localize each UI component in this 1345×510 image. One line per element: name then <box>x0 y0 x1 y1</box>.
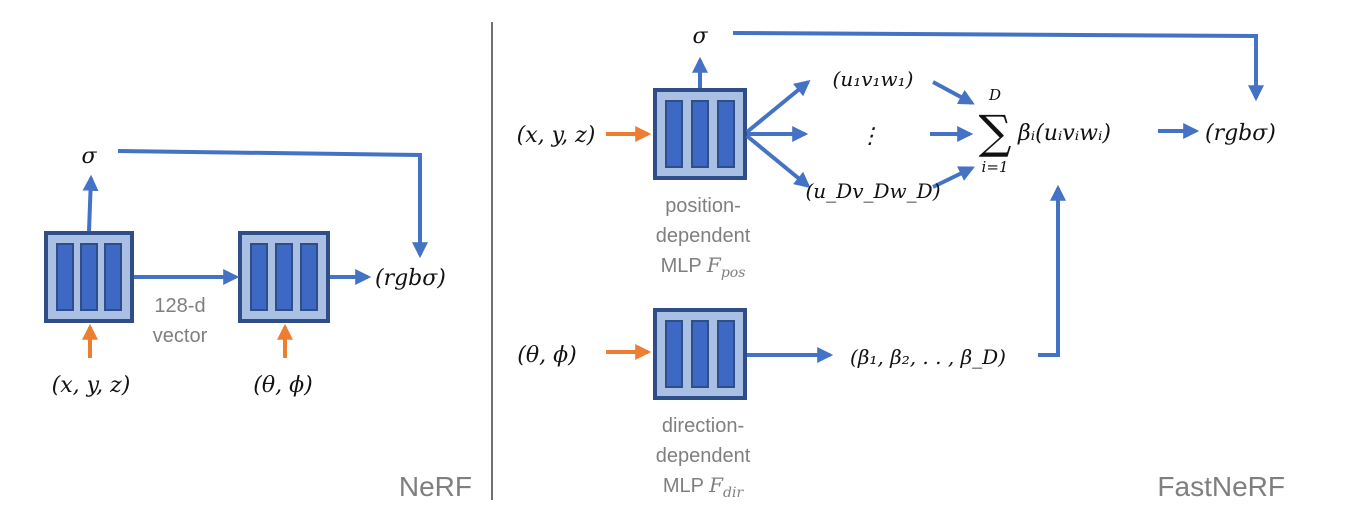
fastnerf-sum-term: βᵢ(uᵢvᵢwᵢ) <box>1017 121 1111 146</box>
fastnerf-pos-mlp-subscript: pos <box>721 265 746 281</box>
nerf-pos-input-label: (x, y, z) <box>52 373 131 398</box>
fastnerf-pos-mlp-label-line1: position- <box>665 195 741 217</box>
fastnerf-arrow-betas-to-sum <box>1038 184 1066 357</box>
fastnerf-pos-mlp-symbol: F <box>706 253 722 277</box>
fastnerf-arrow-uvw-1-to-sum <box>932 80 975 105</box>
fastnerf-title: FastNeRF <box>1157 471 1285 502</box>
nerf-panel: σ 128-d vector (rgbσ) (x, y, z) (θ, ϕ) N… <box>44 144 472 502</box>
nerf-dir-input-label: (θ, ϕ) <box>253 373 312 398</box>
nerf-sigma-label: σ <box>81 144 97 169</box>
fastnerf-sigma-label: σ <box>692 24 708 49</box>
nerf-arrow-block1-to-sigma <box>82 174 99 232</box>
nerf-mlp-block-1 <box>44 231 134 323</box>
fastnerf-dir-input-label: (θ, ϕ) <box>517 343 576 368</box>
fastnerf-sum-symbol: ∑ <box>979 105 1012 159</box>
fastnerf-arrow-sigma-to-output <box>732 31 1264 102</box>
fastnerf-dir-mlp-prefix: MLP <box>663 475 709 497</box>
nerf-vector-label-line1: 128-d <box>154 295 205 317</box>
fastnerf-betas-label: (β₁, β₂, . . , β_D) <box>850 345 1006 369</box>
fastnerf-sum-lower: i=1 <box>982 158 1009 176</box>
fastnerf-sum-upper: D <box>988 86 1001 104</box>
fastnerf-panel: σ (x, y, z) (θ, ϕ) (u₁v₁w₁) ⋮ (u_Dv_Dw_D… <box>517 24 1285 502</box>
fastnerf-pos-mlp-label-line3: MLP Fpos <box>661 253 746 281</box>
fastnerf-dir-mlp-label-line1: direction- <box>662 415 744 437</box>
fastnerf-arrow-to-uvw-1 <box>745 79 811 134</box>
fastnerf-output-label: (rgbσ) <box>1205 121 1276 146</box>
fastnerf-position-mlp-block <box>653 88 747 180</box>
nerf-vector-label-line2: vector <box>153 325 208 347</box>
nerf-output-label: (rgbσ) <box>375 266 446 291</box>
fastnerf-uvw-D: (u_Dv_Dw_D) <box>805 179 940 203</box>
fastnerf-arrow-to-uvw-D <box>745 134 811 189</box>
nerf-mlp-block-2 <box>238 231 330 323</box>
fastnerf-uvw-dots: ⋮ <box>859 124 881 149</box>
fastnerf-arrow-uvw-D-to-sum <box>932 166 975 189</box>
fastnerf-dir-mlp-subscript: dir <box>723 485 744 501</box>
fastnerf-uvw-1: (u₁v₁w₁) <box>833 67 914 91</box>
nerf-arrow-sigma-to-output <box>117 149 428 259</box>
fastnerf-pos-mlp-prefix: MLP <box>661 255 707 277</box>
fastnerf-direction-mlp-block <box>653 308 747 400</box>
nerf-title: NeRF <box>399 471 472 502</box>
fastnerf-dir-mlp-label-line2: dependent <box>656 445 751 467</box>
fastnerf-pos-input-label: (x, y, z) <box>517 123 596 148</box>
fastnerf-dir-mlp-label-line3: MLP Fdir <box>663 473 745 501</box>
fastnerf-pos-mlp-label-line2: dependent <box>656 225 751 247</box>
fastnerf-dir-mlp-symbol: F <box>708 473 724 497</box>
